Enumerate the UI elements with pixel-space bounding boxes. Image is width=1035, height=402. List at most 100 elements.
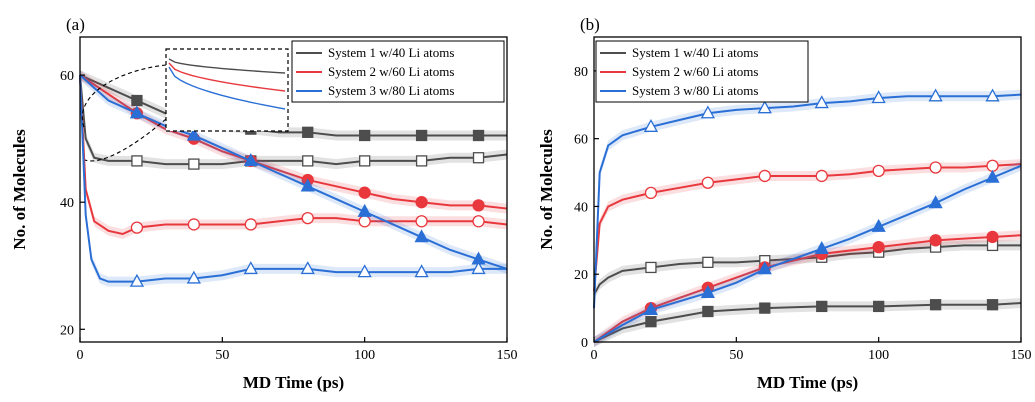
data-point [414, 264, 429, 278]
data-point [472, 199, 485, 212]
data-point [359, 129, 371, 142]
data-point [928, 195, 943, 209]
y-tick-label: 60 [574, 133, 588, 148]
series-band [594, 298, 1021, 347]
legend: System 1 w/40 Li atoms System 2 w/60 Li a… [291, 40, 505, 103]
data-point [702, 305, 714, 318]
legend-frame [291, 40, 505, 103]
data-point [471, 261, 486, 275]
data-point [300, 178, 315, 192]
y-tick-label: 40 [60, 196, 74, 211]
data-point [243, 153, 258, 167]
series-1 [593, 298, 1022, 347]
data-point [472, 129, 485, 142]
data-point [415, 129, 428, 142]
inset-connector [84, 118, 167, 162]
series-line [593, 93, 1022, 309]
data-point [186, 127, 201, 141]
y-tick-label: 60 [60, 69, 74, 84]
data-point [129, 105, 145, 119]
data-point [301, 211, 314, 225]
data-point [644, 186, 658, 200]
data-point [871, 218, 886, 232]
x-axis-label: MD Time (ps) [757, 373, 858, 392]
inset-zoom [82, 48, 289, 162]
series-4 [79, 70, 508, 239]
data-point [472, 152, 485, 164]
data-point [757, 261, 772, 275]
data-point [985, 88, 1000, 102]
data-point [758, 169, 771, 183]
data-point [300, 261, 315, 275]
series-band [80, 70, 507, 274]
series-band [594, 89, 1021, 314]
data-point [929, 234, 942, 247]
series-5 [79, 70, 508, 274]
y-tick-label: 40 [574, 200, 588, 215]
series-line [593, 163, 1022, 292]
panel-b: (b) 0 50 100 150 0 20 40 60 80 MD Time (ps) No. of … [537, 15, 1032, 392]
data-point [985, 169, 1000, 183]
legend-entry: System 2 w/60 Li atoms [328, 64, 454, 79]
data-point [759, 302, 771, 314]
data-point [643, 301, 659, 315]
data-point [244, 218, 257, 231]
data-point [130, 221, 144, 234]
data-point [415, 155, 428, 167]
inset-box [165, 48, 289, 132]
series-band [594, 159, 1021, 297]
data-point [700, 285, 715, 299]
x-tick-label: 50 [729, 348, 743, 363]
series-6 [79, 70, 507, 287]
data-point [415, 215, 428, 228]
data-point [359, 155, 371, 167]
series-6 [593, 88, 1022, 314]
data-point [700, 105, 715, 119]
series-line [79, 74, 508, 270]
data-point [131, 155, 143, 167]
panel-label: (a) [66, 15, 85, 34]
x-tick-label: 50 [215, 348, 229, 363]
legend-entry: System 1 w/40 Li atoms [328, 45, 454, 60]
legend-entry: System 1 w/40 Li atoms [632, 45, 758, 60]
data-point [358, 186, 371, 199]
data-point [472, 215, 485, 228]
data-point [986, 299, 999, 311]
data-point [928, 88, 943, 102]
series-line [79, 74, 507, 137]
y-tick-label: 20 [60, 323, 74, 338]
x-tick-label: 0 [77, 348, 84, 363]
data-point [986, 159, 999, 172]
legend-entry: System 2 w/60 Li atoms [632, 64, 758, 79]
data-point [929, 299, 942, 311]
x-tick-label: 100 [354, 348, 375, 363]
series-line [593, 234, 1022, 343]
x-axis-label: MD Time (ps) [243, 373, 344, 392]
data-point [871, 90, 886, 104]
y-tick-label: 80 [574, 65, 588, 80]
x-tick-label: 150 [497, 348, 518, 363]
legend: System 1 w/40 Li atoms System 2 w/60 Li a… [595, 40, 809, 103]
data-point [643, 118, 659, 132]
series-band [80, 70, 507, 170]
data-point [645, 316, 657, 328]
data-point [129, 273, 145, 287]
inset-line [168, 58, 286, 74]
x-tick-label: 100 [868, 348, 889, 363]
data-point [702, 256, 714, 269]
data-point [302, 155, 314, 167]
legend-entry: System 3 w/80 Li atoms [328, 83, 454, 98]
inset-connector [82, 64, 167, 131]
legend-frame [595, 40, 809, 103]
y-axis-label: No. of Molecules [537, 129, 556, 250]
data-point [357, 203, 372, 217]
legend-entry: System 3 w/80 Li atoms [632, 83, 758, 98]
data-point [986, 230, 999, 244]
data-point [357, 264, 372, 278]
data-point [187, 218, 201, 231]
x-tick-label: 150 [1011, 348, 1032, 363]
data-point [929, 161, 942, 174]
data-point [186, 270, 201, 284]
data-point [816, 300, 828, 313]
